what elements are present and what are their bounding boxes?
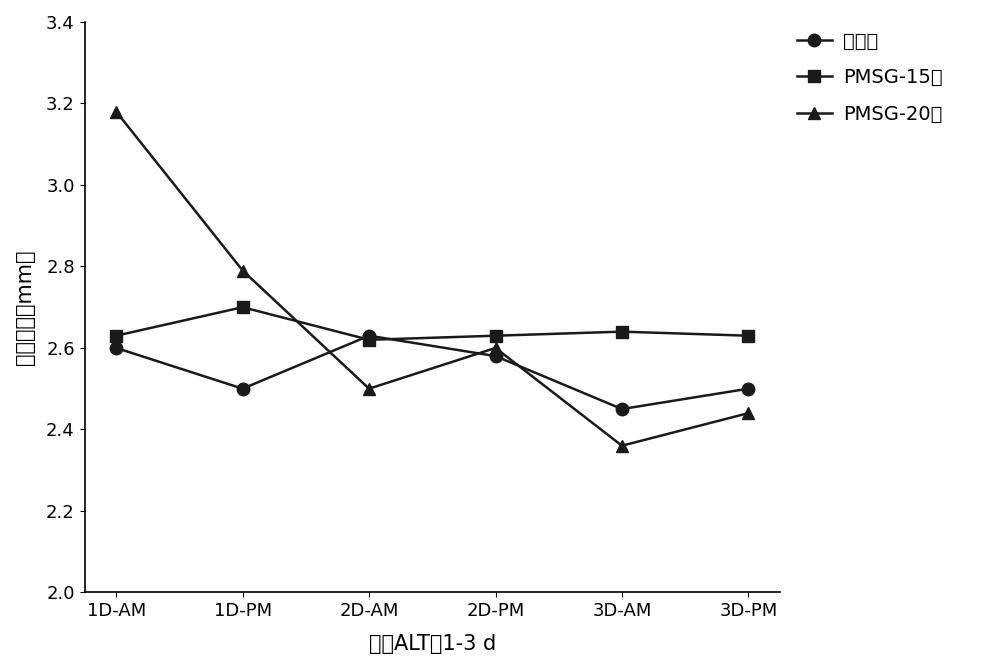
PMSG-15组 (742, 332, 754, 340)
PMSG-20组 (616, 442, 628, 450)
PMSG-20组 (490, 344, 502, 352)
Legend: 常规组, PMSG-15组, PMSG-20组: 常规组, PMSG-15组, PMSG-20组 (797, 31, 943, 124)
常规组 (110, 344, 122, 352)
PMSG-20组 (742, 409, 754, 417)
Line: 常规组: 常规组 (110, 329, 755, 415)
常规组 (363, 332, 375, 340)
PMSG-15组 (110, 332, 122, 340)
Line: PMSG-15组: PMSG-15组 (110, 301, 755, 346)
PMSG-15组 (490, 332, 502, 340)
PMSG-15组 (237, 303, 249, 311)
PMSG-20组 (237, 266, 249, 274)
PMSG-20组 (363, 385, 375, 393)
PMSG-15组 (363, 336, 375, 344)
PMSG-15组 (616, 328, 628, 336)
PMSG-20组 (110, 108, 122, 116)
常规组 (742, 385, 754, 393)
常规组 (237, 385, 249, 393)
Y-axis label: 卵泡直径（mm）: 卵泡直径（mm） (15, 250, 35, 365)
常规组 (616, 405, 628, 413)
常规组 (490, 352, 502, 360)
Line: PMSG-20组: PMSG-20组 (110, 106, 755, 452)
X-axis label: 饲喂ALT的1-3 d: 饲喂ALT的1-3 d (369, 634, 496, 654)
